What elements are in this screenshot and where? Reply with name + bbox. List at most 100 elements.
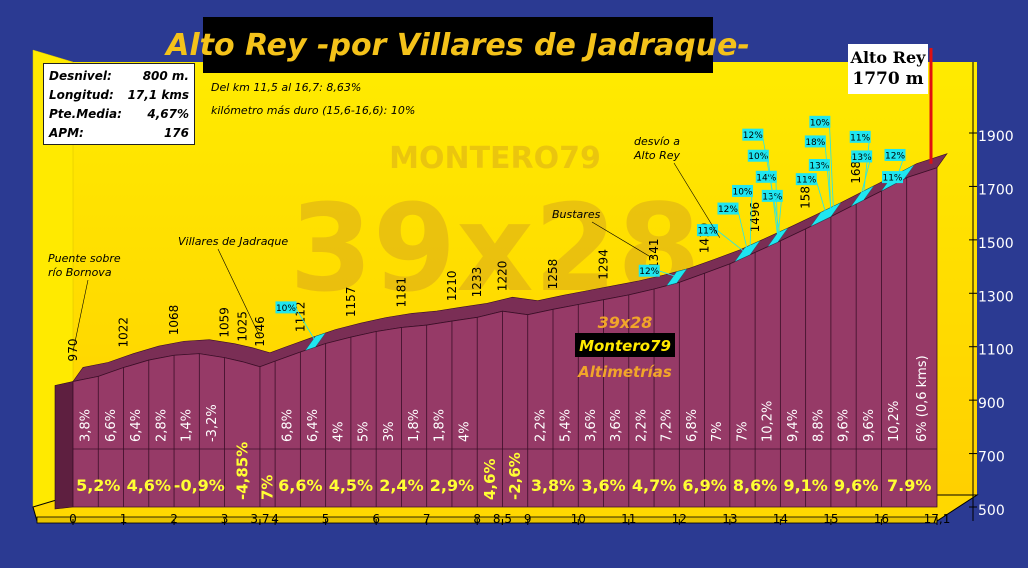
segment-gradient-label: 10,2%: [887, 401, 902, 442]
steep-section: [850, 185, 874, 207]
callout-box: [747, 149, 769, 162]
credit-montero79: Montero79: [579, 337, 671, 355]
altitude-label: 1068: [167, 305, 181, 336]
x-tick-label: 6: [372, 512, 380, 526]
segment-gradient-label: 6% (0,6 kms): [915, 355, 930, 442]
steep-section: [810, 202, 842, 227]
callout-line: [295, 307, 316, 342]
altitude-label: 1341: [647, 238, 661, 269]
summit-altitude: 1770 m: [852, 69, 924, 89]
altitude-label: 1059: [218, 307, 232, 338]
steep-label: 12%: [743, 131, 763, 141]
callout-box: [804, 135, 826, 148]
altitude-label: 1022: [117, 317, 131, 348]
stat-label: Desnivel:: [49, 69, 112, 83]
x-tick-label: 12: [672, 512, 687, 526]
altitude-label: 1025: [235, 311, 249, 342]
stat-value: 4,67%: [147, 107, 189, 121]
place-label: desvío a: [634, 135, 680, 148]
x-tick-label: 1: [120, 512, 128, 526]
km-gradient-label: -2,6%: [506, 452, 524, 500]
segment-gradient-label: 9,6%: [862, 409, 877, 442]
altitude-label: 1258: [546, 259, 560, 290]
callout-line: [749, 190, 753, 249]
callout-box: [808, 159, 830, 172]
callout-box: [696, 224, 718, 237]
callout-line: [828, 121, 834, 208]
callout-line: [761, 134, 781, 237]
km-gradient-label: 9,6%: [834, 476, 878, 495]
segment-gradient-label: 3%: [382, 421, 397, 442]
segment-gradient-label: 5,4%: [559, 409, 574, 442]
callout-box: [884, 148, 906, 161]
x-tick-label: 17,1: [924, 512, 951, 526]
callout-box: [849, 130, 871, 143]
x-tick-label: 10: [571, 512, 586, 526]
altitude-label: 1157: [344, 287, 358, 318]
place-label: Alto Rey: [633, 149, 681, 162]
km-gradient-label: 3,8%: [531, 476, 575, 495]
x-tick-label: 3,7: [250, 512, 269, 526]
stat-desnivel: Desnivel: 800 m.: [49, 67, 189, 85]
segment-gradient-label: 2,2%: [634, 409, 649, 442]
callout-line: [716, 229, 746, 253]
credit-altimetrias: Altimetrías: [577, 363, 672, 381]
stat-label: Pte.Media:: [49, 107, 122, 121]
altitude-label: 1181: [394, 277, 408, 308]
segment-gradient-label: 4%: [458, 421, 473, 442]
callout-line: [863, 136, 871, 193]
segment-gradient-label: 1,4%: [180, 409, 195, 442]
stat-apm: APM: 176: [49, 124, 189, 142]
segment-gradient-label: 1,8%: [432, 409, 447, 442]
steep-label: 12%: [639, 267, 659, 277]
place-label: río Bornova: [48, 266, 112, 279]
steep-label: 13%: [852, 153, 872, 163]
credit-39x28: 39x28: [598, 313, 653, 332]
callout-line: [658, 270, 677, 278]
y-tick-label: 1100: [978, 343, 1014, 359]
callout-box: [275, 301, 297, 314]
km-gradient-label: 6,9%: [682, 476, 726, 495]
steep-label: 11%: [796, 176, 816, 186]
callout-line: [777, 195, 783, 240]
y-tick-label: 700: [978, 450, 1005, 466]
credit-box: [575, 333, 675, 357]
segment-gradient-label: 6,4%: [129, 409, 144, 442]
segment-gradient-label: 6,8%: [685, 409, 700, 442]
segment-gradient-label: 1,8%: [407, 409, 422, 442]
steep-label: 10%: [732, 187, 752, 197]
y-tick-label: 500: [978, 503, 1005, 519]
x-tick-label: 4: [271, 512, 279, 526]
steep-section: [666, 268, 688, 287]
stat-longitud: Longitud: 17,1 kms: [49, 86, 189, 104]
y-tick-label: 1700: [978, 182, 1014, 198]
place-leader: [591, 221, 655, 260]
altitude-label: 1233: [470, 267, 484, 298]
altitude-label: 1294: [597, 249, 611, 280]
km-gradient-label: 5,2%: [76, 476, 120, 495]
altitude-label: 1210: [445, 271, 459, 302]
place-leader: [673, 162, 720, 238]
segment-gradient-label: -3,2%: [205, 404, 220, 442]
km-gradient-label: -4,85%: [233, 442, 251, 500]
segment-gradient-label: 7,2%: [660, 409, 675, 442]
segment-gradient-label: 3,6%: [609, 409, 624, 442]
steep-label: 10%: [748, 152, 768, 162]
km-gradient-label: 4,7%: [632, 476, 676, 495]
chart-labels: 3,8% 6,6% 6,4% 2,8% 1,4% -3,2% 6,8% 6,4% 4% 5% 3% 1…: [48, 48, 933, 500]
altitude-label: 1046: [253, 316, 267, 347]
summit-box: Alto Rey 1770 m: [848, 44, 928, 94]
steep-label: 18%: [805, 138, 825, 148]
callout-box: [717, 202, 739, 215]
chart-title: Alto Rey -por Villares de Jadraque-: [166, 27, 750, 63]
stats-box: Desnivel: 800 m. Longitud: 17,1 kms Pte.Me…: [43, 63, 195, 145]
x-tick-label: 9: [524, 512, 532, 526]
summit-name: Alto Rey: [850, 48, 926, 67]
callout-box: [732, 184, 753, 197]
segment-gradient-label: 7%: [735, 421, 750, 442]
km-gradient-label: 7.9%: [887, 476, 931, 495]
callout-line: [775, 176, 779, 239]
segment-gradient-label: 3,6%: [584, 409, 599, 442]
callout-box: [638, 264, 660, 277]
segment-gradient-label: 2,2%: [533, 409, 548, 442]
